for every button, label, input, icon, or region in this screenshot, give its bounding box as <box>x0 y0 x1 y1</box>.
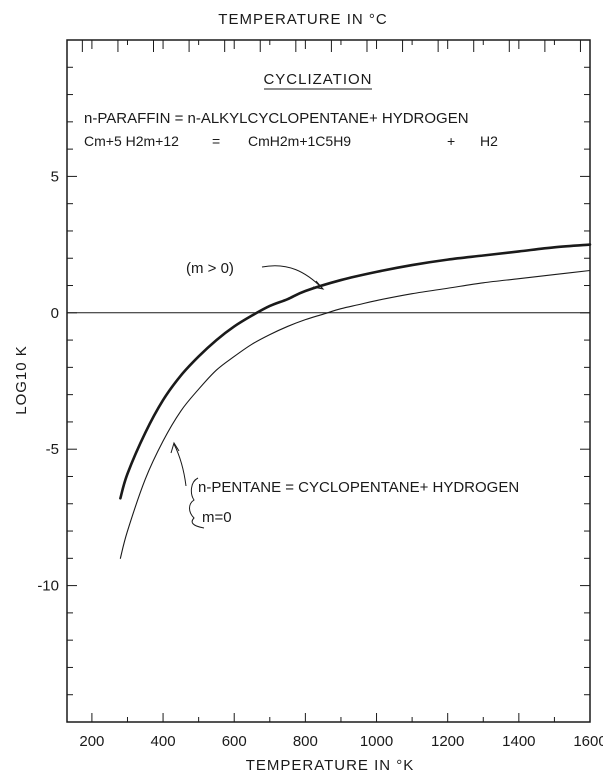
x-tick-label: 1000 <box>360 733 393 750</box>
y-tick-label: 5 <box>51 168 59 185</box>
x-tick-label: 400 <box>151 733 176 750</box>
annotation-pentane: n-PENTANE = CYCLOPENTANE+ HYDROGEN <box>198 479 519 496</box>
annotation-pentane-arrow <box>173 443 187 487</box>
x-tick-label: 1400 <box>502 733 535 750</box>
top-axis-label: TEMPERATURE IN °C <box>218 11 387 28</box>
equation-line-2-plus: + <box>447 133 455 149</box>
equation-line-2-left: Cm+5 H2m+12 <box>84 133 179 149</box>
x-tick-label: 1200 <box>431 733 464 750</box>
y-tick-label: -5 <box>46 441 59 458</box>
annotation-m-eq-0: m=0 <box>202 509 232 526</box>
annotation-m-gt-0: (m > 0) <box>186 260 234 277</box>
plot-frame <box>66 39 591 723</box>
annotation-brace <box>189 477 205 529</box>
x-axis-label: TEMPERATURE IN °K <box>246 757 415 774</box>
series-m-gt-0-line <box>119 243 592 500</box>
equation-line-2-right: H2 <box>480 133 498 149</box>
y-tick-label: -10 <box>37 578 59 595</box>
y-axis-label: LOG10 K <box>13 345 30 415</box>
annotation-pentane-arrowhead <box>170 441 180 454</box>
x-tick-label: 200 <box>79 733 104 750</box>
x-tick-label: 600 <box>222 733 247 750</box>
equation-line-2-mid: CmH2m+1C5H9 <box>248 133 351 149</box>
chart-title: CYCLIZATION <box>263 71 372 88</box>
annotation-m-gt-0-arrowhead <box>312 280 325 290</box>
data-curves <box>67 243 592 559</box>
axis-ticks: 200 400 600 800 1000 1200 1400 1600 5 0 -5 -10 <box>37 39 603 750</box>
y-tick-label: 0 <box>51 305 59 322</box>
equation-line-2-equals: = <box>212 133 220 149</box>
annotation-m-gt-0-arrow <box>261 265 323 289</box>
x-tick-label: 1600 <box>573 733 603 750</box>
x-tick-label: 800 <box>293 733 318 750</box>
series-pentane-line <box>119 269 591 559</box>
equation-line-1: n-PARAFFIN = n-ALKYLCYCLOPENTANE+ HYDROG… <box>84 110 469 127</box>
